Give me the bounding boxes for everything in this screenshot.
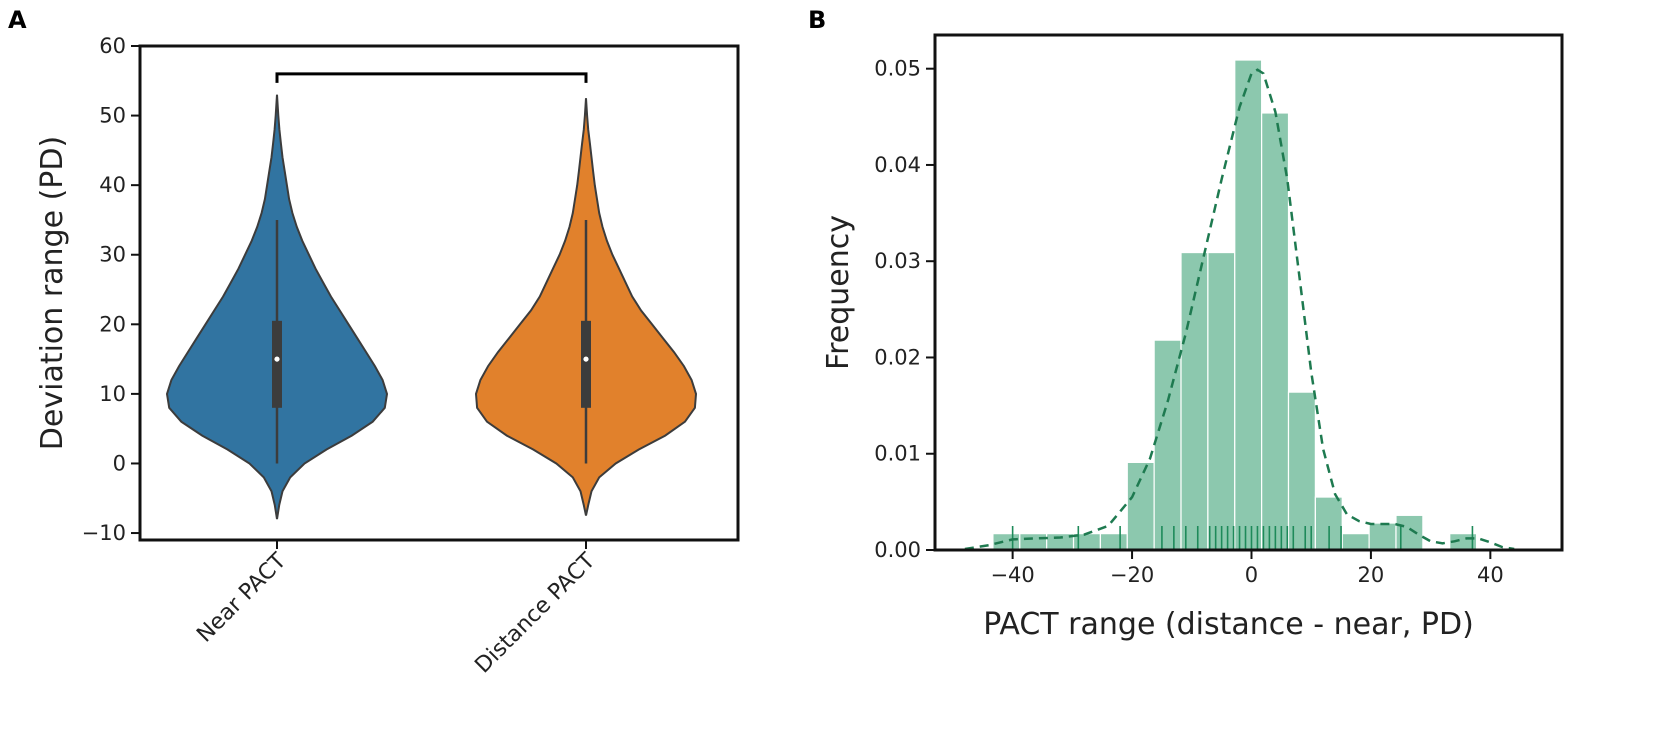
y-tick-label: −10 xyxy=(82,521,126,545)
x-tick-label: 20 xyxy=(1358,563,1385,587)
histogram-bar xyxy=(1368,522,1397,551)
histogram-bar xyxy=(1153,339,1182,551)
y-axis-title: Deviation range (PD) xyxy=(35,136,70,450)
rug-marks xyxy=(1011,526,1474,550)
histogram-chart: 0.00 0.01 0.02 0.03 0.04 0.05 −40 −20 0 20 40 Fre… xyxy=(821,33,1564,642)
y-axis: 0.00 0.01 0.02 0.03 0.04 0.05 xyxy=(874,57,935,562)
panel-a-label: A xyxy=(8,6,27,34)
histogram-bar xyxy=(1234,59,1263,551)
category-label: Distance PACT xyxy=(470,548,600,678)
violin-layer xyxy=(165,94,698,520)
y-tick-label: 0.05 xyxy=(874,57,921,81)
significance-bracket xyxy=(275,72,588,83)
histogram-bar xyxy=(1126,461,1155,551)
y-tick-label: 20 xyxy=(99,312,126,336)
y-tick-label: 60 xyxy=(99,34,126,58)
y-tick-label: 50 xyxy=(99,104,126,128)
kde-curve xyxy=(964,68,1515,551)
histogram-bar xyxy=(1019,533,1048,551)
y-tick-label: 0.04 xyxy=(874,153,921,177)
histogram-bar xyxy=(1099,533,1128,551)
y-tick-label: 0 xyxy=(113,451,126,475)
y-tick-label: 0.01 xyxy=(874,442,921,466)
histogram-bar xyxy=(1261,112,1290,551)
x-tick-label: −20 xyxy=(1110,563,1154,587)
x-tick-label: −40 xyxy=(990,563,1034,587)
iqr-box xyxy=(272,320,282,408)
x-axis-title: PACT range (distance - near, PD) xyxy=(983,607,1474,642)
median-marker xyxy=(274,356,280,362)
x-axis: −40 −20 0 20 40 xyxy=(990,550,1504,587)
x-axis: Near PACT Distance PACT xyxy=(192,540,601,678)
y-tick-label: 10 xyxy=(99,382,126,406)
y-axis: −10 0 10 20 30 40 50 60 xyxy=(82,34,140,545)
histogram-bar xyxy=(1207,251,1236,551)
iqr-box xyxy=(581,320,591,408)
histogram-bar xyxy=(1287,391,1316,551)
panel-b-label: B xyxy=(808,6,826,34)
histogram-bars xyxy=(992,59,1478,551)
box-layer xyxy=(272,219,591,464)
y-tick-label: 0.00 xyxy=(874,538,921,562)
histogram-bar xyxy=(1341,533,1370,551)
y-tick-label: 0.02 xyxy=(874,345,921,369)
y-tick-label: 0.03 xyxy=(874,249,921,273)
y-axis-title: Frequency xyxy=(821,215,856,370)
category-label: Near PACT xyxy=(192,548,291,647)
histogram-bar xyxy=(992,533,1021,551)
plot-area-frame xyxy=(933,33,1564,552)
y-tick-label: 40 xyxy=(99,173,126,197)
histogram-bar xyxy=(1180,251,1209,551)
plot-area-frame xyxy=(138,44,740,542)
y-tick-label: 30 xyxy=(99,243,126,267)
x-tick-label: 0 xyxy=(1245,563,1258,587)
median-marker xyxy=(583,356,589,362)
x-tick-label: 40 xyxy=(1477,563,1504,587)
